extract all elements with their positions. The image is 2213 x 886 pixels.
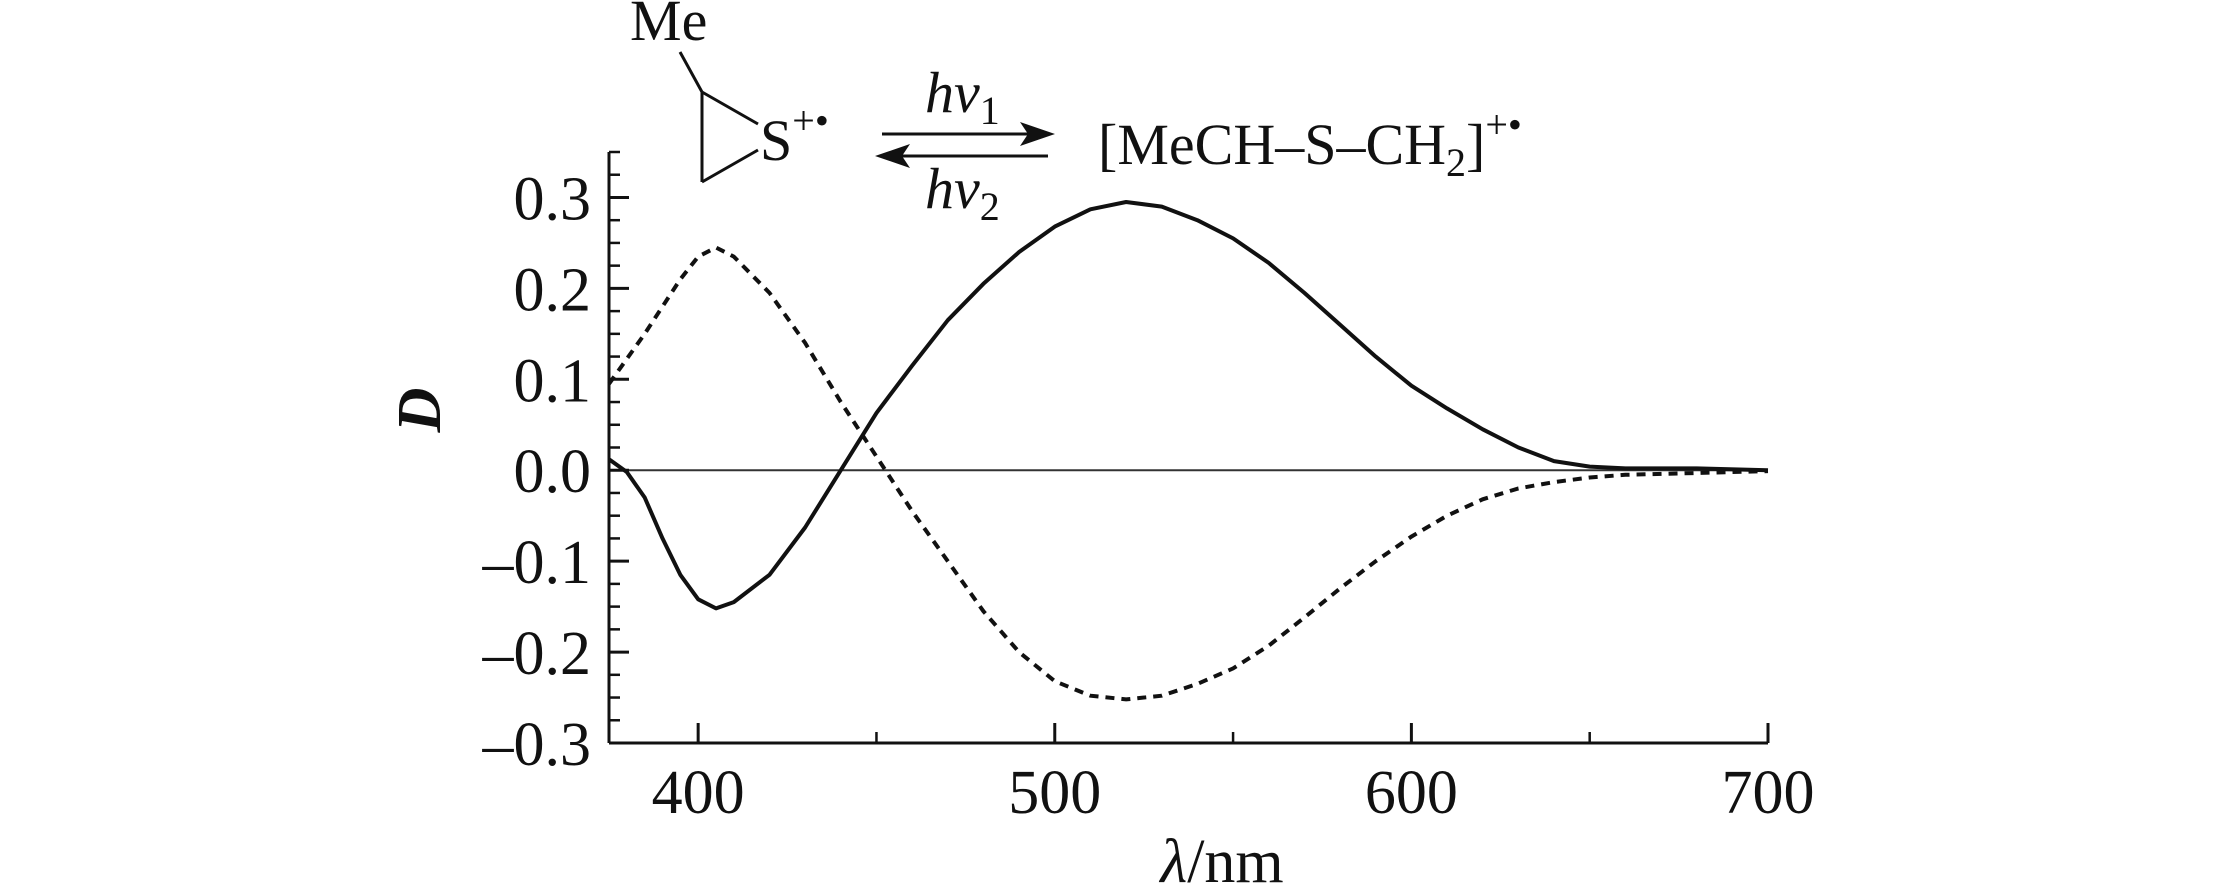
x-tick-label: 700 [1722, 759, 1815, 827]
y-tick-label: –0.2 [482, 620, 592, 688]
x-ticks [696, 723, 1770, 743]
equilibrium-arrows-icon [875, 122, 1055, 168]
y-tick-label: 0.0 [514, 438, 592, 506]
y-ticks [609, 150, 629, 745]
y-tick-label: 0.1 [514, 347, 592, 415]
y-axis-label: D [386, 388, 454, 434]
thiirane-ring-icon [678, 51, 759, 184]
ring-sulfur-label: S+• [760, 98, 829, 173]
x-axis-label: λ/nm [1158, 828, 1283, 886]
y-tick-label: –0.3 [482, 711, 592, 779]
y-tick-label: 0.3 [514, 165, 592, 233]
x-tick-label: 500 [1008, 759, 1101, 827]
solid-series-line [607, 200, 1769, 611]
dashed-series-line [607, 245, 1769, 702]
methyl-label: Me [630, 0, 707, 53]
reverse-light-label: hv2 [925, 156, 1000, 229]
x-tick-labels: 400 500 600 700 [652, 759, 1815, 827]
x-axis-unit: /nm [1187, 828, 1283, 886]
x-axis-symbol: λ [1158, 828, 1187, 886]
reaction-scheme: Me S+• hv1 hv2 [MeCH–S–CH2]+• [630, 0, 1522, 229]
y-tick-label: 0.2 [514, 256, 592, 324]
y-tick-labels: 0.3 0.2 0.1 0.0 –0.1 –0.2 –0.3 [482, 165, 592, 779]
product-formula: [MeCH–S–CH2]+• [1098, 102, 1522, 185]
x-tick-label: 400 [652, 759, 745, 827]
y-tick-label: –0.1 [482, 529, 592, 597]
forward-light-label: hv1 [925, 60, 1000, 133]
x-tick-label: 600 [1365, 759, 1458, 827]
